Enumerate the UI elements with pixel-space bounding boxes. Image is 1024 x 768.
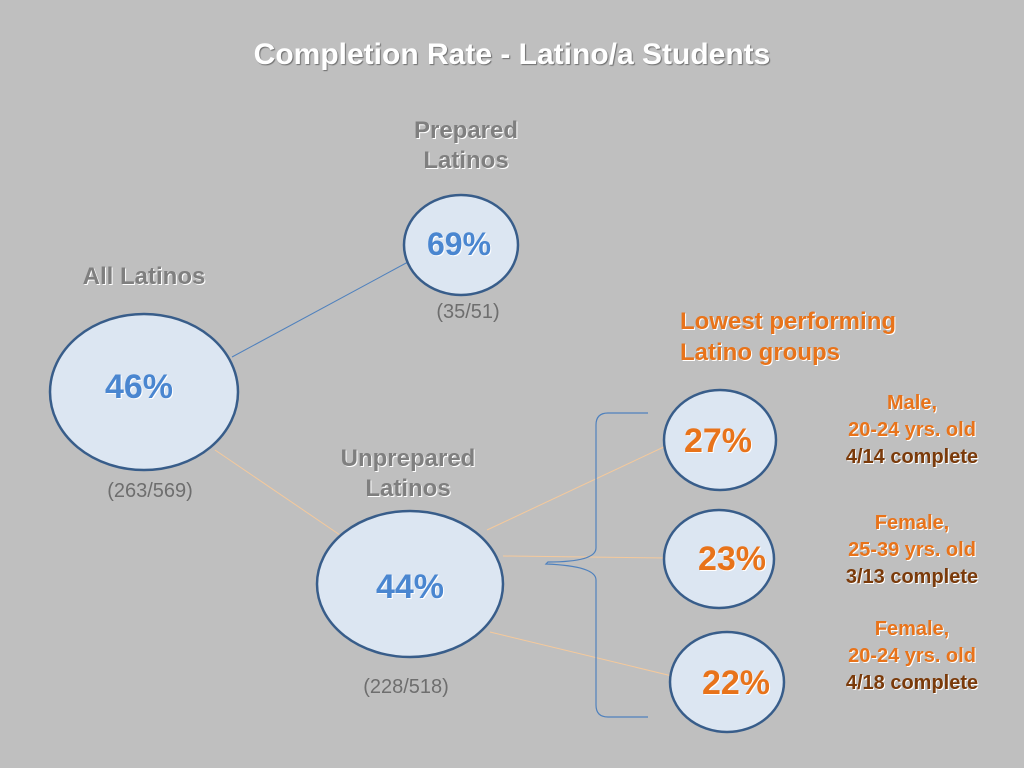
group-1-line3: 4/14 complete (845, 446, 979, 468)
prepared-label: Prepared Latinos (366, 116, 566, 176)
page-title: Completion Rate - Latino/a Students (253, 38, 771, 71)
lowest-groups-heading: Lowest performing Latino groups (680, 306, 980, 368)
group-1-line1: Male, (886, 392, 938, 414)
group-3-line1: Female, (874, 618, 950, 640)
unprepared-percent: 44% (375, 568, 445, 606)
group-3-description: Female, 20-24 yrs. old 4/18 complete (812, 616, 1012, 697)
group-1-line2: 20-24 yrs. old (848, 419, 976, 441)
group-2-line2: 25-39 yrs. old (848, 539, 976, 561)
prepared-percent: 69% (426, 226, 492, 262)
unprepared-label: Unprepared Latinos (308, 444, 508, 504)
connector-unprepared-to-group-1 (486, 444, 669, 531)
unprepared-circle (315, 509, 505, 659)
lowest-heading-line2: Latino groups (680, 339, 840, 366)
prepared-label-line1: Prepared (413, 117, 519, 144)
group-2-line3: 3/13 complete (845, 566, 979, 588)
group-3-line2: 20-24 yrs. old (848, 645, 976, 667)
group-3-line3: 4/18 complete (845, 672, 979, 694)
prepared-circle (402, 193, 520, 297)
all-latinos-count: (263/569) (107, 480, 193, 502)
lowest-heading-line1: Lowest performing (680, 308, 897, 335)
prepared-count: (35/51) (436, 301, 500, 323)
group-1-circle (662, 388, 778, 492)
group-3-percent: 22% (701, 664, 771, 702)
grouping-brace (544, 412, 648, 718)
all-latinos-percent: 46% (104, 368, 174, 406)
group-1-description: Male, 20-24 yrs. old 4/14 complete (812, 390, 1012, 471)
group-2-description: Female, 25-39 yrs. old 3/13 complete (812, 510, 1012, 591)
group-2-percent: 23% (697, 540, 767, 578)
group-2-circle (662, 508, 776, 610)
group-3-circle (668, 630, 786, 734)
group-1-percent: 27% (683, 422, 753, 460)
prepared-label-line2: Latinos (423, 147, 509, 174)
all-latinos-circle (48, 312, 240, 472)
connector-all-to-prepared (231, 261, 409, 358)
connector-unprepared-to-group-3 (489, 631, 673, 677)
group-2-line1: Female, (874, 512, 950, 534)
unprepared-label-line1: Unprepared (340, 445, 476, 472)
connector-all-to-unprepared (214, 449, 341, 536)
connector-unprepared-to-group-2 (502, 555, 669, 559)
unprepared-label-line2: Latinos (365, 475, 451, 502)
unprepared-count: (228/518) (363, 676, 449, 698)
all-latinos-label: All Latinos (82, 263, 206, 290)
